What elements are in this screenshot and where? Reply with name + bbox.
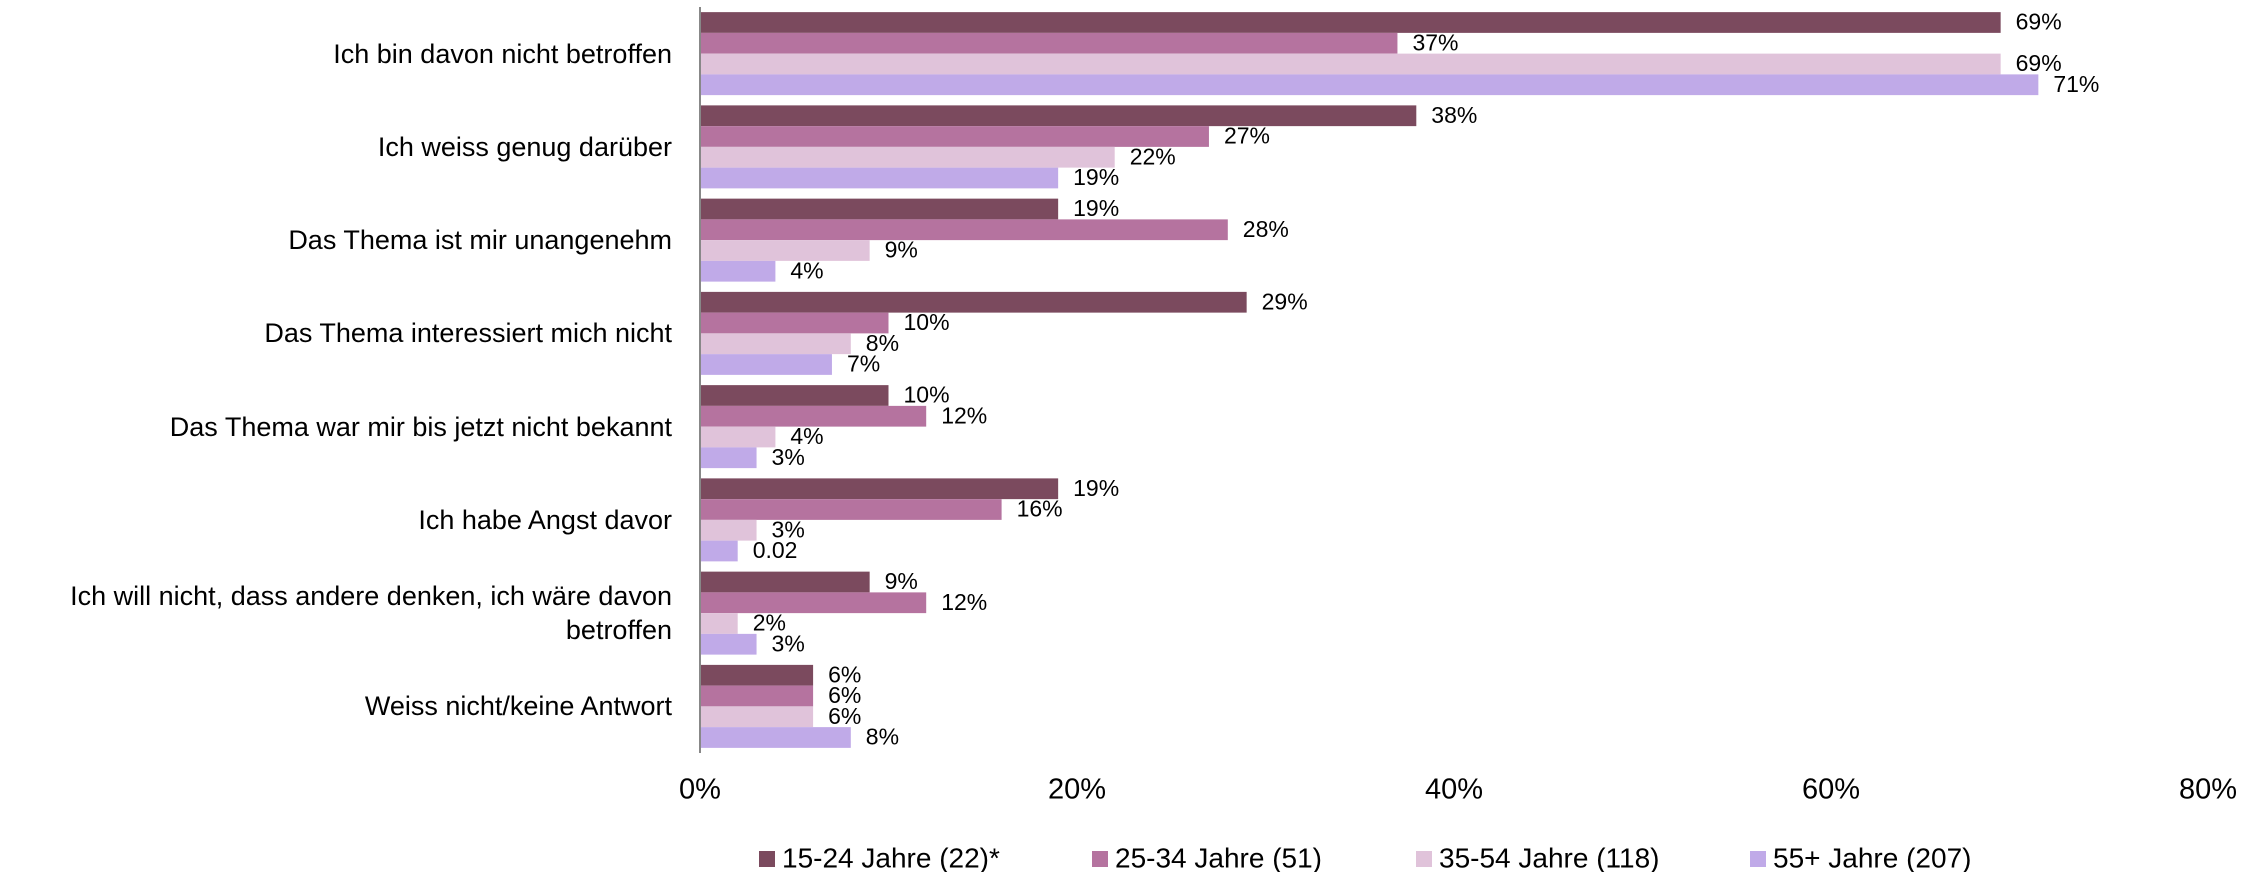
x-tick-label: 20% bbox=[1048, 774, 1106, 806]
x-tick-label: 60% bbox=[1802, 774, 1860, 806]
legend-marker bbox=[1416, 851, 1432, 867]
bar bbox=[700, 385, 889, 406]
value-label: 37% bbox=[1412, 29, 1458, 55]
value-label: 6% bbox=[828, 661, 861, 687]
value-label: 3% bbox=[772, 516, 805, 542]
legend-marker bbox=[1092, 851, 1108, 867]
bar bbox=[700, 727, 851, 748]
value-label: 10% bbox=[904, 382, 950, 408]
value-label: 4% bbox=[790, 423, 823, 449]
bar bbox=[700, 146, 1115, 168]
bar bbox=[700, 260, 776, 282]
value-label: 9% bbox=[885, 237, 918, 263]
value-label: 0.02 bbox=[753, 537, 798, 563]
bar bbox=[700, 198, 1059, 220]
bar bbox=[700, 167, 1059, 189]
x-tick-label: 80% bbox=[2179, 774, 2237, 806]
bar bbox=[700, 540, 738, 562]
bar bbox=[700, 32, 1398, 54]
bar bbox=[700, 664, 814, 686]
value-label: 9% bbox=[885, 568, 918, 594]
value-label: 28% bbox=[1243, 216, 1289, 242]
value-label: 4% bbox=[790, 257, 823, 283]
value-label: 12% bbox=[941, 589, 987, 615]
bar bbox=[700, 291, 1247, 313]
value-label: 8% bbox=[866, 330, 899, 356]
value-label: 2% bbox=[753, 610, 786, 636]
value-label: 8% bbox=[866, 724, 899, 750]
value-label: 7% bbox=[847, 351, 880, 377]
legend-label: 15-24 Jahre (22)* bbox=[782, 842, 1000, 872]
bar bbox=[700, 105, 1417, 127]
value-label: 19% bbox=[1073, 195, 1119, 221]
legend-label: 55+ Jahre (207) bbox=[1773, 842, 1971, 872]
value-label: 16% bbox=[1017, 496, 1063, 522]
legend-label: 35-54 Jahre (118) bbox=[1439, 842, 1660, 872]
value-label: 6% bbox=[828, 682, 861, 708]
value-label: 6% bbox=[828, 703, 861, 729]
bar bbox=[700, 706, 814, 728]
bar bbox=[700, 219, 1228, 241]
bar bbox=[700, 478, 1059, 500]
value-label: 71% bbox=[2053, 71, 2099, 97]
category-label: Das Thema war mir bis jetzt nicht bekann… bbox=[169, 411, 672, 442]
x-tick-label: 40% bbox=[1425, 774, 1483, 806]
bar bbox=[700, 240, 870, 261]
bar bbox=[700, 571, 870, 593]
bar bbox=[700, 426, 776, 448]
value-label: 10% bbox=[904, 309, 950, 335]
legend-marker bbox=[759, 851, 775, 867]
x-tick-label: 0% bbox=[679, 774, 721, 806]
bar bbox=[700, 447, 757, 469]
bar bbox=[700, 633, 757, 655]
bar bbox=[700, 126, 1209, 147]
category-label: Ich bin davon nicht betroffen bbox=[333, 38, 672, 69]
value-label: 19% bbox=[1073, 475, 1119, 501]
bar bbox=[700, 12, 2001, 33]
bar bbox=[700, 685, 814, 707]
category-label: Ich habe Angst davor bbox=[418, 504, 672, 535]
value-label: 27% bbox=[1224, 123, 1270, 149]
value-label: 38% bbox=[1431, 102, 1477, 128]
category-label: Ich weiss genug darüber bbox=[377, 131, 672, 162]
value-label: 3% bbox=[772, 630, 805, 656]
value-label: 22% bbox=[1130, 143, 1176, 169]
value-label: 12% bbox=[941, 402, 987, 428]
value-label: 69% bbox=[2016, 9, 2062, 35]
value-label: 29% bbox=[1262, 288, 1308, 314]
bar bbox=[700, 405, 927, 427]
category-label: Das Thema ist mir unangenehm bbox=[288, 225, 672, 256]
category-label: Ich will nicht, dass andere denken, ich … bbox=[70, 581, 672, 646]
value-label: 3% bbox=[772, 444, 805, 470]
value-label: 69% bbox=[2016, 50, 2062, 76]
bar bbox=[700, 592, 927, 614]
category-label: Das Thema interessiert mich nicht bbox=[264, 318, 672, 349]
legend-marker bbox=[1750, 851, 1766, 867]
bar bbox=[700, 53, 2001, 75]
bar bbox=[700, 312, 889, 334]
bar bbox=[700, 613, 738, 634]
value-label: 19% bbox=[1073, 164, 1119, 190]
bar bbox=[700, 333, 851, 355]
bar bbox=[700, 499, 1002, 520]
bar bbox=[700, 354, 832, 375]
bar bbox=[700, 74, 2039, 96]
bar bbox=[700, 519, 757, 541]
category-label: Weiss nicht/keine Antwort bbox=[364, 691, 672, 722]
legend-label: 25-34 Jahre (51) bbox=[1115, 842, 1322, 872]
